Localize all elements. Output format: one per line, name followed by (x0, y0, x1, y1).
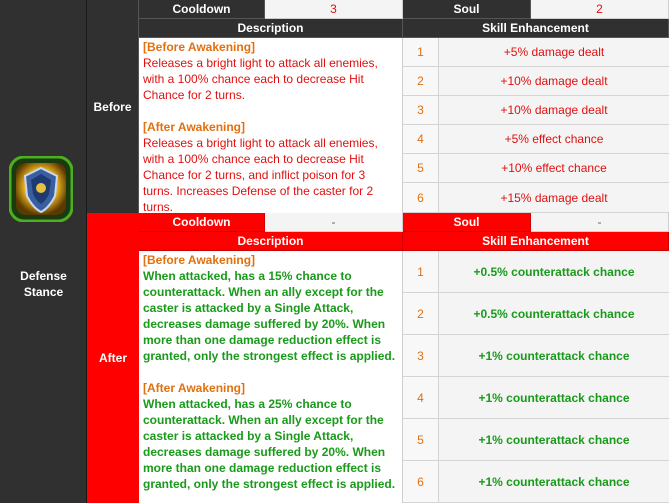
enhancement-text: +1% counterattack chance (439, 377, 669, 418)
after-cooldown-label: Cooldown (139, 213, 265, 232)
enhancement-level: 1 (403, 251, 439, 292)
before-soul-label: Soul (403, 0, 531, 19)
enhancement-text: +15% damage dealt (439, 183, 669, 212)
before-awakening-tag: [Before Awakening] (143, 253, 256, 267)
before-awakening-text: When attacked, has a 15% chance to count… (143, 269, 396, 363)
enhancement-text: +0.5% counterattack chance (439, 251, 669, 292)
before-section-label: Before (87, 0, 139, 213)
enhancement-text: +10% damage dealt (439, 96, 669, 124)
enhancement-level: 3 (403, 96, 439, 124)
enhancement-text: +5% effect chance (439, 125, 669, 153)
enhancement-text: +10% damage dealt (439, 67, 669, 95)
shield-emblem-icon (9, 156, 73, 222)
before-awakening-tag: [Before Awakening] (143, 40, 256, 54)
enhancement-row: 4 +1% counterattack chance (403, 377, 669, 419)
enhancement-level: 2 (403, 67, 439, 95)
enhancement-row: 6 +1% counterattack chance (403, 461, 669, 503)
skill-name-line1: Defense (20, 269, 67, 283)
enhancement-level: 2 (403, 293, 439, 334)
enhancement-level: 5 (403, 419, 439, 460)
before-soul-value: 2 (531, 0, 669, 19)
after-soul-value: - (531, 213, 669, 232)
enhancement-row: 5 +1% counterattack chance (403, 419, 669, 461)
after-section-label: After (87, 213, 139, 503)
enhancement-row: 3 +10% damage dealt (403, 96, 669, 125)
enhancement-row: 2 +0.5% counterattack chance (403, 293, 669, 335)
enhancement-level: 4 (403, 377, 439, 418)
enhancement-level: 6 (403, 461, 439, 502)
after-enhancement-header: Skill Enhancement (403, 232, 669, 251)
enhancement-row: 4 +5% effect chance (403, 125, 669, 154)
enhancement-text: +1% counterattack chance (439, 335, 669, 376)
enhancement-level: 4 (403, 125, 439, 153)
enhancement-text: +1% counterattack chance (439, 461, 669, 502)
before-description: [Before Awakening] Releases a bright lig… (139, 38, 403, 214)
enhancement-level: 3 (403, 335, 439, 376)
after-description-header: Description (139, 232, 403, 251)
before-enhancement-header: Skill Enhancement (403, 19, 669, 38)
enhancement-row: 1 +0.5% counterattack chance (403, 251, 669, 293)
enhancement-level: 5 (403, 154, 439, 182)
enhancement-row: 6 +15% damage dealt (403, 183, 669, 213)
enhancement-row: 2 +10% damage dealt (403, 67, 669, 96)
skill-name-line2: Stance (23, 285, 64, 299)
after-awakening-text: When attacked, has a 25% chance to count… (143, 397, 396, 491)
enhancement-text: +0.5% counterattack chance (439, 293, 669, 334)
after-soul-label: Soul (403, 213, 531, 232)
after-awakening-tag: [After Awakening] (143, 381, 246, 395)
skill-column: Defense Stance (0, 0, 87, 503)
before-cooldown-value: 3 (265, 0, 403, 19)
before-description-header: Description (139, 19, 403, 38)
enhancement-text: +10% effect chance (439, 154, 669, 182)
after-description: [Before Awakening] When attacked, has a … (139, 251, 403, 503)
enhancement-row: 3 +1% counterattack chance (403, 335, 669, 377)
enhancement-text: +5% damage dealt (439, 38, 669, 66)
after-awakening-tag: [After Awakening] (143, 120, 246, 134)
enhancement-text: +1% counterattack chance (439, 419, 669, 460)
enhancement-level: 1 (403, 38, 439, 66)
enhancement-row: 1 +5% damage dealt (403, 38, 669, 67)
after-awakening-text: Releases a bright light to attack all en… (143, 136, 378, 214)
enhancement-row: 5 +10% effect chance (403, 154, 669, 183)
before-awakening-text: Releases a bright light to attack all en… (143, 56, 378, 102)
before-cooldown-label: Cooldown (139, 0, 265, 19)
after-cooldown-value: - (265, 213, 403, 232)
enhancement-level: 6 (403, 183, 439, 212)
